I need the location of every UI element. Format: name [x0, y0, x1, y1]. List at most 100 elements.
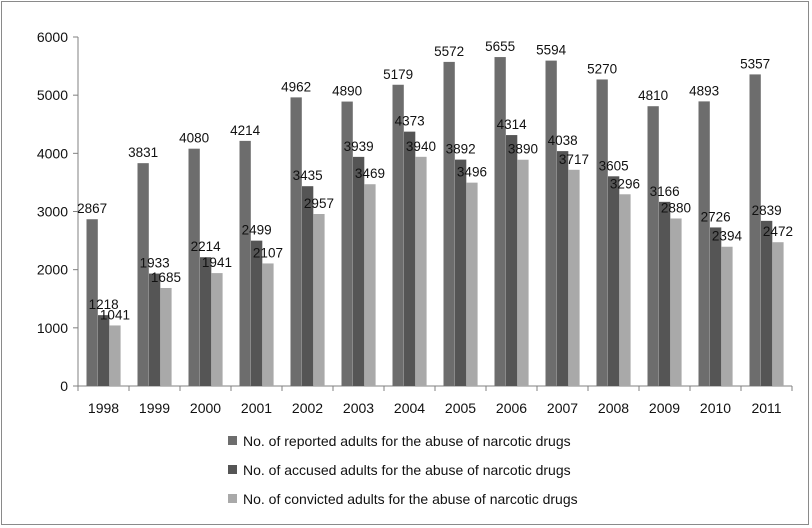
- x-tick-label: 2008: [598, 400, 629, 416]
- data-label: 5179: [383, 67, 413, 82]
- bar: [517, 159, 529, 386]
- bar: [341, 101, 353, 386]
- data-label: 2867: [77, 201, 107, 216]
- y-tick-label: 4000: [37, 145, 68, 161]
- data-label: 5357: [740, 56, 770, 71]
- x-tick-label: 2001: [241, 400, 272, 416]
- data-label: 5270: [587, 61, 617, 76]
- y-tick-label: 6000: [37, 29, 68, 45]
- bar: [262, 263, 274, 386]
- bar: [506, 135, 518, 386]
- legend-label: No. of accused adults for the abuse of n…: [243, 462, 571, 478]
- x-tick-label: 2000: [190, 400, 221, 416]
- bar: [211, 273, 223, 386]
- data-label: 1041: [100, 307, 130, 322]
- data-label: 4314: [497, 117, 528, 132]
- bar: [670, 218, 682, 386]
- data-label: 3890: [508, 142, 538, 157]
- data-label: 2957: [304, 196, 334, 211]
- x-tick-label: 2002: [292, 400, 323, 416]
- data-label: 5655: [485, 39, 515, 54]
- bar: [290, 97, 302, 386]
- bar: [137, 163, 149, 386]
- y-tick-label: 5000: [37, 87, 68, 103]
- bar: [109, 325, 121, 386]
- data-label: 2394: [712, 229, 743, 244]
- data-label: 2499: [242, 223, 272, 238]
- data-label: 1941: [202, 255, 232, 270]
- bar: [353, 156, 365, 386]
- data-label: 3166: [650, 184, 680, 199]
- bar: [251, 240, 263, 386]
- data-label: 2726: [701, 209, 731, 224]
- data-label: 3605: [599, 158, 629, 173]
- data-label: 2214: [191, 239, 222, 254]
- bar: [415, 156, 427, 386]
- bar: [698, 101, 710, 386]
- bar: [494, 57, 506, 386]
- data-labels: 2867 3831 4080 4214 4962 4890 5179 5572 5655 5594…: [77, 39, 793, 322]
- data-label: 3940: [406, 139, 436, 154]
- bar: [302, 186, 314, 386]
- legend-swatch: [228, 436, 237, 445]
- data-label: 3435: [293, 168, 323, 183]
- chart-bars: [86, 57, 784, 387]
- legend-swatch: [228, 465, 237, 474]
- y-tick-label: 3000: [37, 204, 68, 220]
- data-label: 4810: [638, 88, 668, 103]
- bar: [313, 214, 325, 386]
- data-label: 1685: [151, 270, 181, 285]
- bar: [647, 106, 659, 387]
- bar: [188, 148, 200, 386]
- bar: [608, 176, 620, 386]
- y-tick-label: 2000: [37, 262, 68, 278]
- data-label: 2107: [253, 245, 283, 260]
- x-tick-label: 1998: [88, 400, 119, 416]
- bar: [86, 219, 98, 386]
- bar: [557, 151, 569, 386]
- bar: [239, 140, 251, 386]
- data-label: 4080: [179, 131, 209, 146]
- bar: [545, 60, 557, 387]
- data-label: 4890: [332, 84, 362, 99]
- data-label: 4962: [281, 79, 311, 94]
- x-tick-label: 2006: [496, 400, 527, 416]
- bar: [596, 79, 608, 386]
- x-tick-label: 2004: [394, 400, 425, 416]
- data-label: 5572: [434, 44, 464, 59]
- bar: [98, 315, 110, 386]
- x-tick-label: 2003: [343, 400, 374, 416]
- bar: [200, 257, 212, 386]
- data-label: 2472: [763, 224, 793, 239]
- data-label: 3496: [457, 165, 487, 180]
- y-tick-label: 1000: [37, 320, 68, 336]
- data-label: 5594: [536, 43, 567, 58]
- data-label: 3831: [128, 145, 158, 160]
- data-label: 1933: [140, 256, 170, 271]
- bar: [364, 184, 376, 386]
- data-label: 3296: [610, 176, 640, 191]
- bar: [149, 273, 161, 386]
- bar: [772, 242, 784, 386]
- data-label: 3939: [344, 139, 374, 154]
- bar: [710, 227, 722, 386]
- x-tick-label: 1999: [139, 400, 170, 416]
- data-label: 2880: [661, 200, 691, 215]
- bar: [455, 159, 467, 386]
- x-tick-label: 2010: [700, 400, 731, 416]
- bar: [761, 220, 773, 386]
- bar: [466, 182, 478, 386]
- bar: [619, 194, 631, 386]
- bar: [404, 131, 416, 386]
- bar: [443, 61, 455, 387]
- bar: [160, 287, 172, 386]
- data-label: 4893: [689, 83, 719, 98]
- data-label: 2839: [752, 203, 782, 218]
- chart-axes: 0 1000 2000 3000 4000 5000 6000 1998 1999 2000 200…: [37, 29, 793, 416]
- data-label: 4214: [230, 123, 261, 138]
- data-label: 1218: [89, 297, 119, 312]
- bar: [392, 84, 404, 387]
- chart-legend: No. of reported adults for the abuse of …: [228, 433, 578, 507]
- bar: [568, 169, 580, 386]
